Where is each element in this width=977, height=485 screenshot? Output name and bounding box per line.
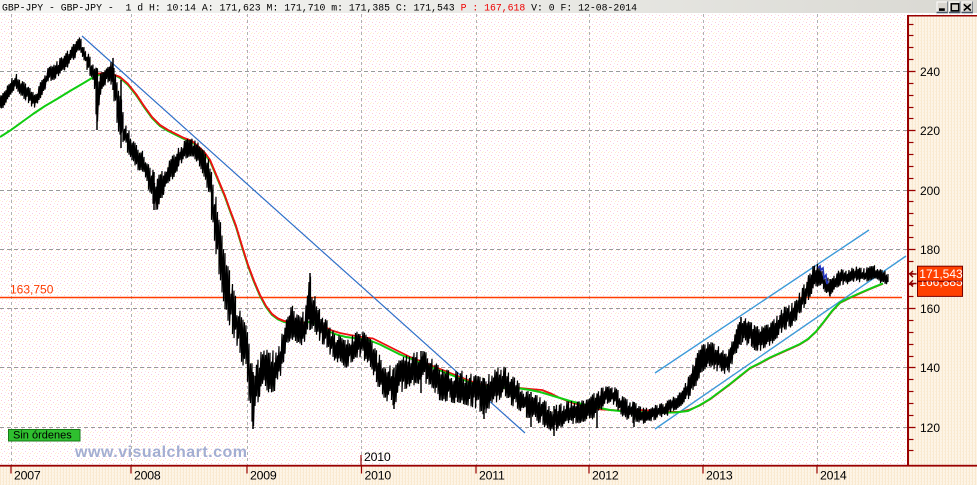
svg-text:163,750: 163,750 <box>10 283 54 297</box>
svg-text:2008: 2008 <box>134 469 161 483</box>
svg-text:171,543: 171,543 <box>919 267 963 281</box>
svg-text:240: 240 <box>920 65 940 79</box>
svg-text:140: 140 <box>920 361 940 375</box>
svg-text:2011: 2011 <box>479 469 505 483</box>
svg-text:2007: 2007 <box>14 469 41 483</box>
svg-text:2013: 2013 <box>706 469 733 483</box>
svg-text:GBP-JPY - GBP-JPY - 1 d H: 10: GBP-JPY - GBP-JPY - 1 d H: 10:14 A: 171,… <box>2 3 637 14</box>
svg-text:200: 200 <box>920 184 940 198</box>
svg-text:Sin órdenes: Sin órdenes <box>13 430 72 442</box>
svg-text:2012: 2012 <box>592 469 619 483</box>
svg-text:160: 160 <box>920 302 940 316</box>
svg-text:120: 120 <box>920 421 940 435</box>
svg-text:220: 220 <box>920 124 940 138</box>
svg-text:2009: 2009 <box>250 469 277 483</box>
svg-text:2010: 2010 <box>365 469 392 483</box>
svg-text:www.visualchart.com: www.visualchart.com <box>74 444 248 461</box>
svg-text:2010: 2010 <box>364 450 391 464</box>
svg-text:2014: 2014 <box>820 469 847 483</box>
svg-text:166,885: 166,885 <box>919 275 963 289</box>
svg-text:180: 180 <box>920 243 940 257</box>
